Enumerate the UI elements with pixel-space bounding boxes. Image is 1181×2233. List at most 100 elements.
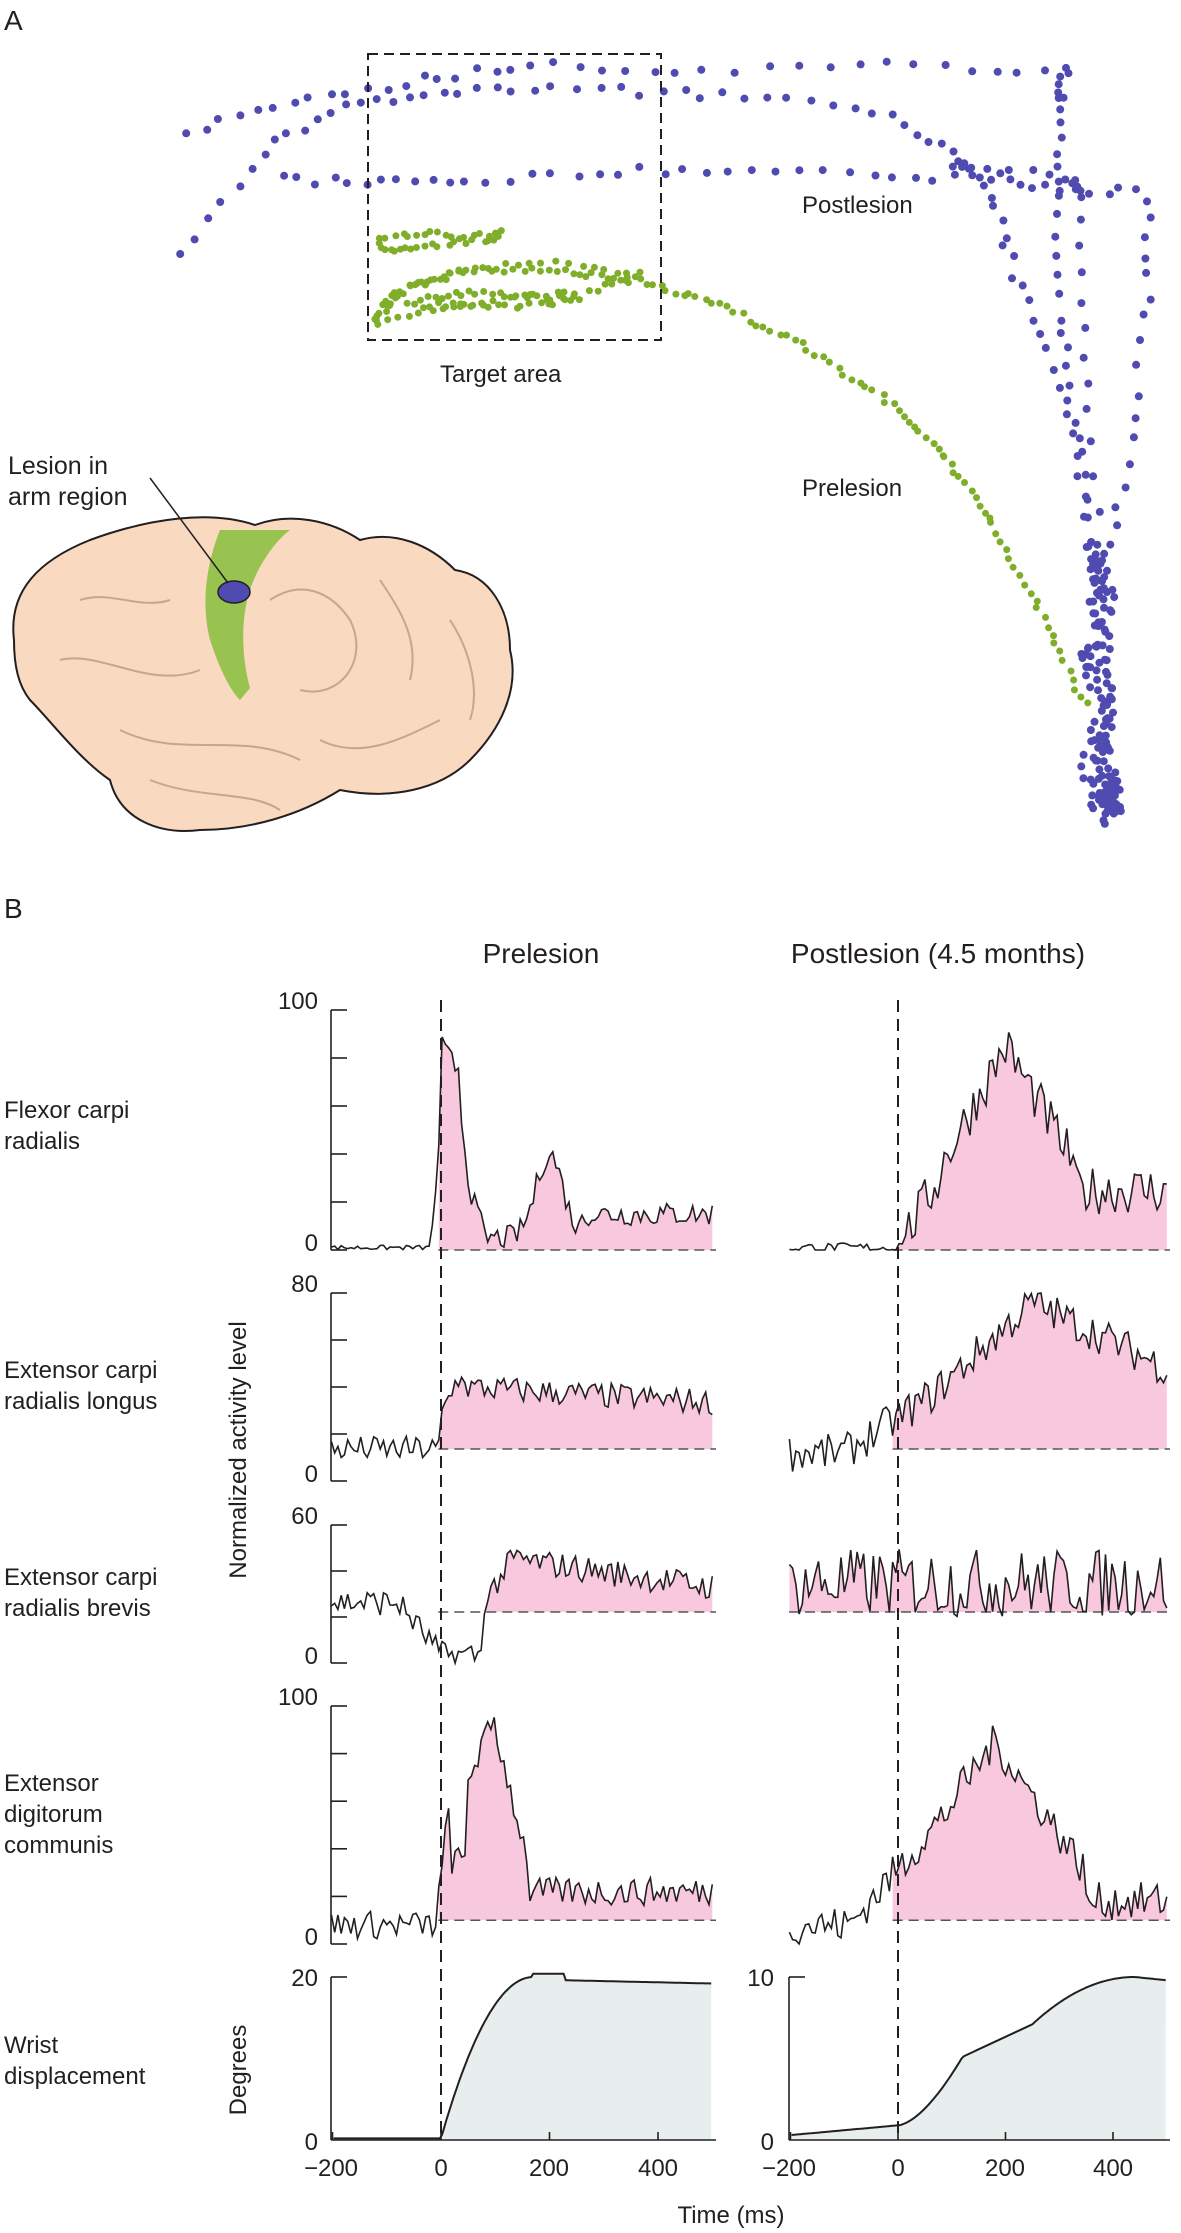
postlesion-dot	[871, 171, 880, 180]
prelesion-trajectories	[371, 227, 1092, 707]
prelesion-dot	[799, 339, 807, 346]
postlesion-dot	[1103, 807, 1112, 816]
postlesion-dot	[546, 82, 555, 91]
postlesion-dot	[621, 67, 630, 75]
postlesion-dot	[597, 83, 606, 92]
postlesion-dot	[1055, 383, 1064, 392]
prelesion-dot	[440, 273, 448, 281]
postlesion-dot	[384, 86, 393, 94]
brain-outline	[12, 516, 514, 832]
prelesion-dot	[403, 233, 411, 240]
prelesion-dot	[976, 502, 984, 510]
postlesion-dot	[389, 98, 398, 106]
prelesion-dot	[394, 313, 402, 321]
postlesion-dot	[1114, 183, 1123, 192]
brain-illustration	[12, 516, 514, 832]
postlesion-dot	[493, 67, 502, 76]
postlesion-dot	[236, 111, 245, 120]
postlesion-dot	[1105, 645, 1114, 653]
postlesion-dot	[1025, 296, 1034, 305]
postlesion-dot	[960, 159, 969, 168]
post-xtick-200: 200	[985, 2155, 1025, 2182]
postlesion-dot	[301, 126, 310, 135]
prelesion-dot	[580, 262, 588, 270]
prelesion-dot	[792, 336, 800, 344]
postlesion-dot	[1103, 670, 1112, 679]
prelesion-dot	[406, 281, 414, 289]
postlesion-dot	[1071, 418, 1080, 427]
prelesion-dot	[1027, 590, 1035, 598]
postlesion-dot	[1055, 289, 1064, 298]
prelesion-dot	[500, 268, 508, 276]
prelesion-dot	[594, 287, 602, 295]
target-area-box	[367, 53, 662, 341]
prelesion-dot	[475, 230, 483, 237]
postlesion-dot	[1063, 396, 1072, 405]
postlesion-dot	[506, 65, 515, 74]
prelesion-dot	[891, 400, 899, 408]
postlesion-dot	[1010, 252, 1019, 260]
prelesion-dot	[986, 514, 994, 522]
prelesion-dot	[514, 304, 521, 312]
emg-fill	[892, 1032, 1167, 1250]
time-axis-label: Time (ms)	[677, 2202, 784, 2229]
postlesion-dot	[421, 71, 429, 80]
postlesion-dot	[1004, 166, 1013, 174]
postlesion-dot	[670, 68, 679, 77]
postlesion-dot	[795, 61, 804, 70]
prelesion-dot	[658, 282, 666, 290]
postlesion-dot	[303, 93, 312, 102]
row2-ymin: 0	[305, 1461, 318, 1488]
postlesion-dot	[1056, 72, 1065, 81]
prelesion-dot	[567, 296, 575, 304]
emg-trace	[788, 1725, 1168, 1946]
postlesion-dot	[1090, 555, 1099, 564]
row4-ymax: 100	[278, 1684, 318, 1711]
postlesion-dot	[948, 162, 957, 171]
postlesion-dot	[1079, 750, 1088, 759]
postlesion-dot	[446, 178, 455, 187]
postlesion-dot	[1016, 180, 1025, 189]
postlesion-dot	[1106, 540, 1115, 549]
postlesion-dot	[949, 147, 958, 156]
prelesion-dot	[426, 228, 434, 235]
postlesion-dot	[1049, 366, 1058, 374]
postlesion-dot	[1093, 540, 1102, 549]
postlesion-dot	[614, 170, 622, 179]
prelesion-dot	[783, 331, 790, 339]
postlesion-dot	[1054, 88, 1063, 97]
prelesion-dot	[740, 309, 748, 317]
prelesion-dot	[585, 287, 593, 295]
lesion-pointer-line	[149, 477, 229, 584]
postlesion-dot	[1073, 472, 1082, 481]
postlesion-dot	[1099, 757, 1108, 766]
arm-region-highlight	[205, 530, 290, 700]
postlesion-dot	[1146, 295, 1155, 304]
prelesion-dot	[637, 275, 645, 283]
postlesion-dot	[1029, 166, 1038, 174]
prelesion-dot	[576, 271, 584, 279]
prelesion-dot	[482, 238, 490, 246]
postlesion-dot	[1018, 281, 1027, 290]
prelesion-dot	[445, 269, 453, 277]
postlesion-dot	[1077, 193, 1086, 202]
postlesion-dot	[941, 61, 950, 69]
wrist-trace	[791, 1976, 1166, 2136]
prelesion-dot	[1050, 632, 1057, 640]
prelesion-dot	[848, 376, 856, 384]
postlesion-dot	[1121, 483, 1130, 492]
wrist-post-ymax: 10	[747, 1965, 774, 1992]
postlesion-dot	[1086, 683, 1095, 692]
postlesion-dot	[1041, 343, 1050, 352]
postlesion-dot	[1094, 743, 1103, 752]
prelesion-dot	[1070, 686, 1078, 694]
postlesion-dot	[983, 164, 992, 173]
postlesion-dot	[1098, 577, 1107, 585]
prelesion-dot	[489, 290, 497, 298]
prelesion-dot	[939, 452, 947, 460]
row1-name-line1: Flexor carpi	[4, 1097, 129, 1124]
postlesion-dot	[635, 162, 644, 171]
postlesion-dot	[1105, 190, 1114, 199]
prelesion-dot	[1004, 555, 1012, 563]
prelesion-dot	[545, 266, 553, 274]
